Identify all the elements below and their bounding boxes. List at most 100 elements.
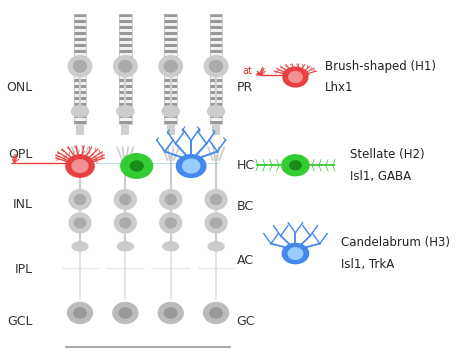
Text: INL: INL [12,199,32,211]
Ellipse shape [120,195,131,204]
Bar [73,23,86,26]
Bar [119,112,132,115]
Bar [164,79,177,82]
Bar [119,68,132,70]
Bar [164,41,177,44]
Text: Isl1, TrkA: Isl1, TrkA [341,258,394,271]
Bar [73,14,86,17]
Bar [210,97,222,100]
Text: Brush-shaped (H1): Brush-shaped (H1) [325,60,436,73]
Bar [73,41,86,44]
Bar [164,88,177,91]
Ellipse shape [288,248,303,259]
Bar [164,29,177,32]
Bar [73,70,86,73]
Ellipse shape [119,308,132,318]
Bar [210,106,222,109]
Bar [164,91,177,94]
Bar [167,124,175,135]
Ellipse shape [205,189,227,209]
Text: at: at [242,66,261,76]
Ellipse shape [74,308,86,318]
Bar [212,124,220,135]
Ellipse shape [162,106,179,117]
Bar [119,61,132,65]
Ellipse shape [283,67,308,87]
Bar [119,70,132,73]
Bar [164,20,177,23]
Bar [164,32,177,35]
Bar [73,53,86,56]
Bar [210,29,222,32]
Bar [210,38,222,41]
Bar [119,44,132,47]
Bar [119,50,132,53]
Bar [73,82,86,85]
Bar [119,121,132,124]
Bar [119,82,132,85]
Ellipse shape [159,56,182,77]
Bar [73,118,86,121]
Text: GCL: GCL [7,315,32,329]
Bar [210,58,222,61]
Bar [164,38,177,41]
Bar [210,26,222,29]
Bar [210,103,222,106]
Ellipse shape [204,56,228,77]
Bar [119,58,132,61]
Ellipse shape [210,195,221,204]
Bar [164,118,177,121]
Ellipse shape [114,56,137,77]
Bar [210,44,222,47]
Text: ONL: ONL [6,81,32,94]
Ellipse shape [208,106,225,117]
Ellipse shape [205,213,227,233]
Bar [164,97,177,100]
Bar [164,106,177,109]
Bar [210,79,222,82]
Bar [73,91,86,94]
Bar [119,14,132,17]
Ellipse shape [289,72,302,82]
Bar [164,82,177,85]
Ellipse shape [120,218,131,228]
Bar [119,35,132,38]
Bar [73,121,86,124]
Bar [73,94,86,97]
Bar [73,56,86,58]
Bar [119,103,132,106]
Bar [164,53,177,56]
Bar [73,47,86,50]
Bar [119,100,132,103]
Ellipse shape [160,189,182,209]
Ellipse shape [74,195,85,204]
Bar [119,106,132,109]
Bar [119,26,132,29]
Ellipse shape [73,61,86,72]
Bar [73,20,86,23]
Bar [164,73,177,76]
Bar [210,112,222,115]
Bar [164,94,177,97]
Text: BC: BC [237,200,254,213]
Bar [73,97,86,100]
Bar [119,94,132,97]
Bar [119,91,132,94]
Bar [210,20,222,23]
Ellipse shape [114,189,136,209]
Bar [210,17,222,20]
Bar [164,76,177,79]
Bar [73,88,86,91]
Bar [164,109,177,112]
Bar [119,38,132,41]
Text: AC: AC [237,254,254,267]
Bar [210,76,222,79]
Bar [73,26,86,29]
Bar [210,73,222,76]
Ellipse shape [158,302,183,323]
Text: GC: GC [237,315,255,329]
Ellipse shape [66,155,94,177]
Bar [164,26,177,29]
Ellipse shape [182,159,200,173]
Bar [210,53,222,56]
